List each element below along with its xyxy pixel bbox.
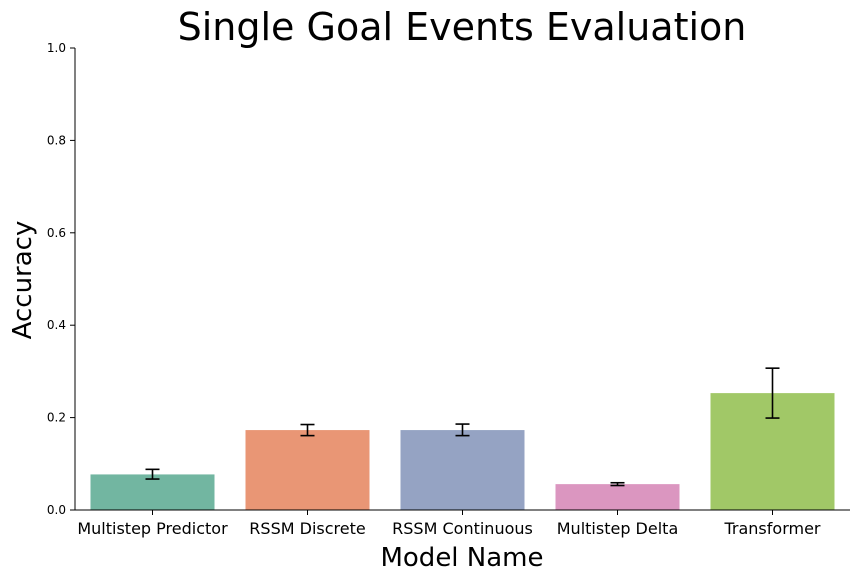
bar-multistep-delta xyxy=(555,484,680,510)
bar-rssm-continuous xyxy=(400,430,525,510)
x-axis-label: Model Name xyxy=(380,543,543,573)
x-tick-label: Multistep Delta xyxy=(557,519,679,538)
x-tick-label: Multistep Predictor xyxy=(77,519,228,538)
y-axis-label: Accuracy xyxy=(8,221,38,340)
y-tick-label: 0.6 xyxy=(47,226,66,240)
y-tick-label: 0.8 xyxy=(47,133,66,147)
y-tick-label: 1.0 xyxy=(47,41,66,55)
x-tick-label: Transformer xyxy=(723,519,820,538)
bar-multistep-predictor xyxy=(90,474,215,510)
x-tick-label: RSSM Continuous xyxy=(392,519,533,538)
bar-rssm-discrete xyxy=(245,430,370,510)
y-tick-label: 0.2 xyxy=(47,411,66,425)
chart-title: Single Goal Events Evaluation xyxy=(178,5,747,49)
y-tick-label: 0.4 xyxy=(47,318,66,332)
y-tick-label: 0.0 xyxy=(47,503,66,517)
x-tick-label: RSSM Discrete xyxy=(249,519,365,538)
plot-area: 0.0 0.2 0.4 0.6 0.8 1.0 Multistep Predictor RSS… xyxy=(47,41,850,538)
